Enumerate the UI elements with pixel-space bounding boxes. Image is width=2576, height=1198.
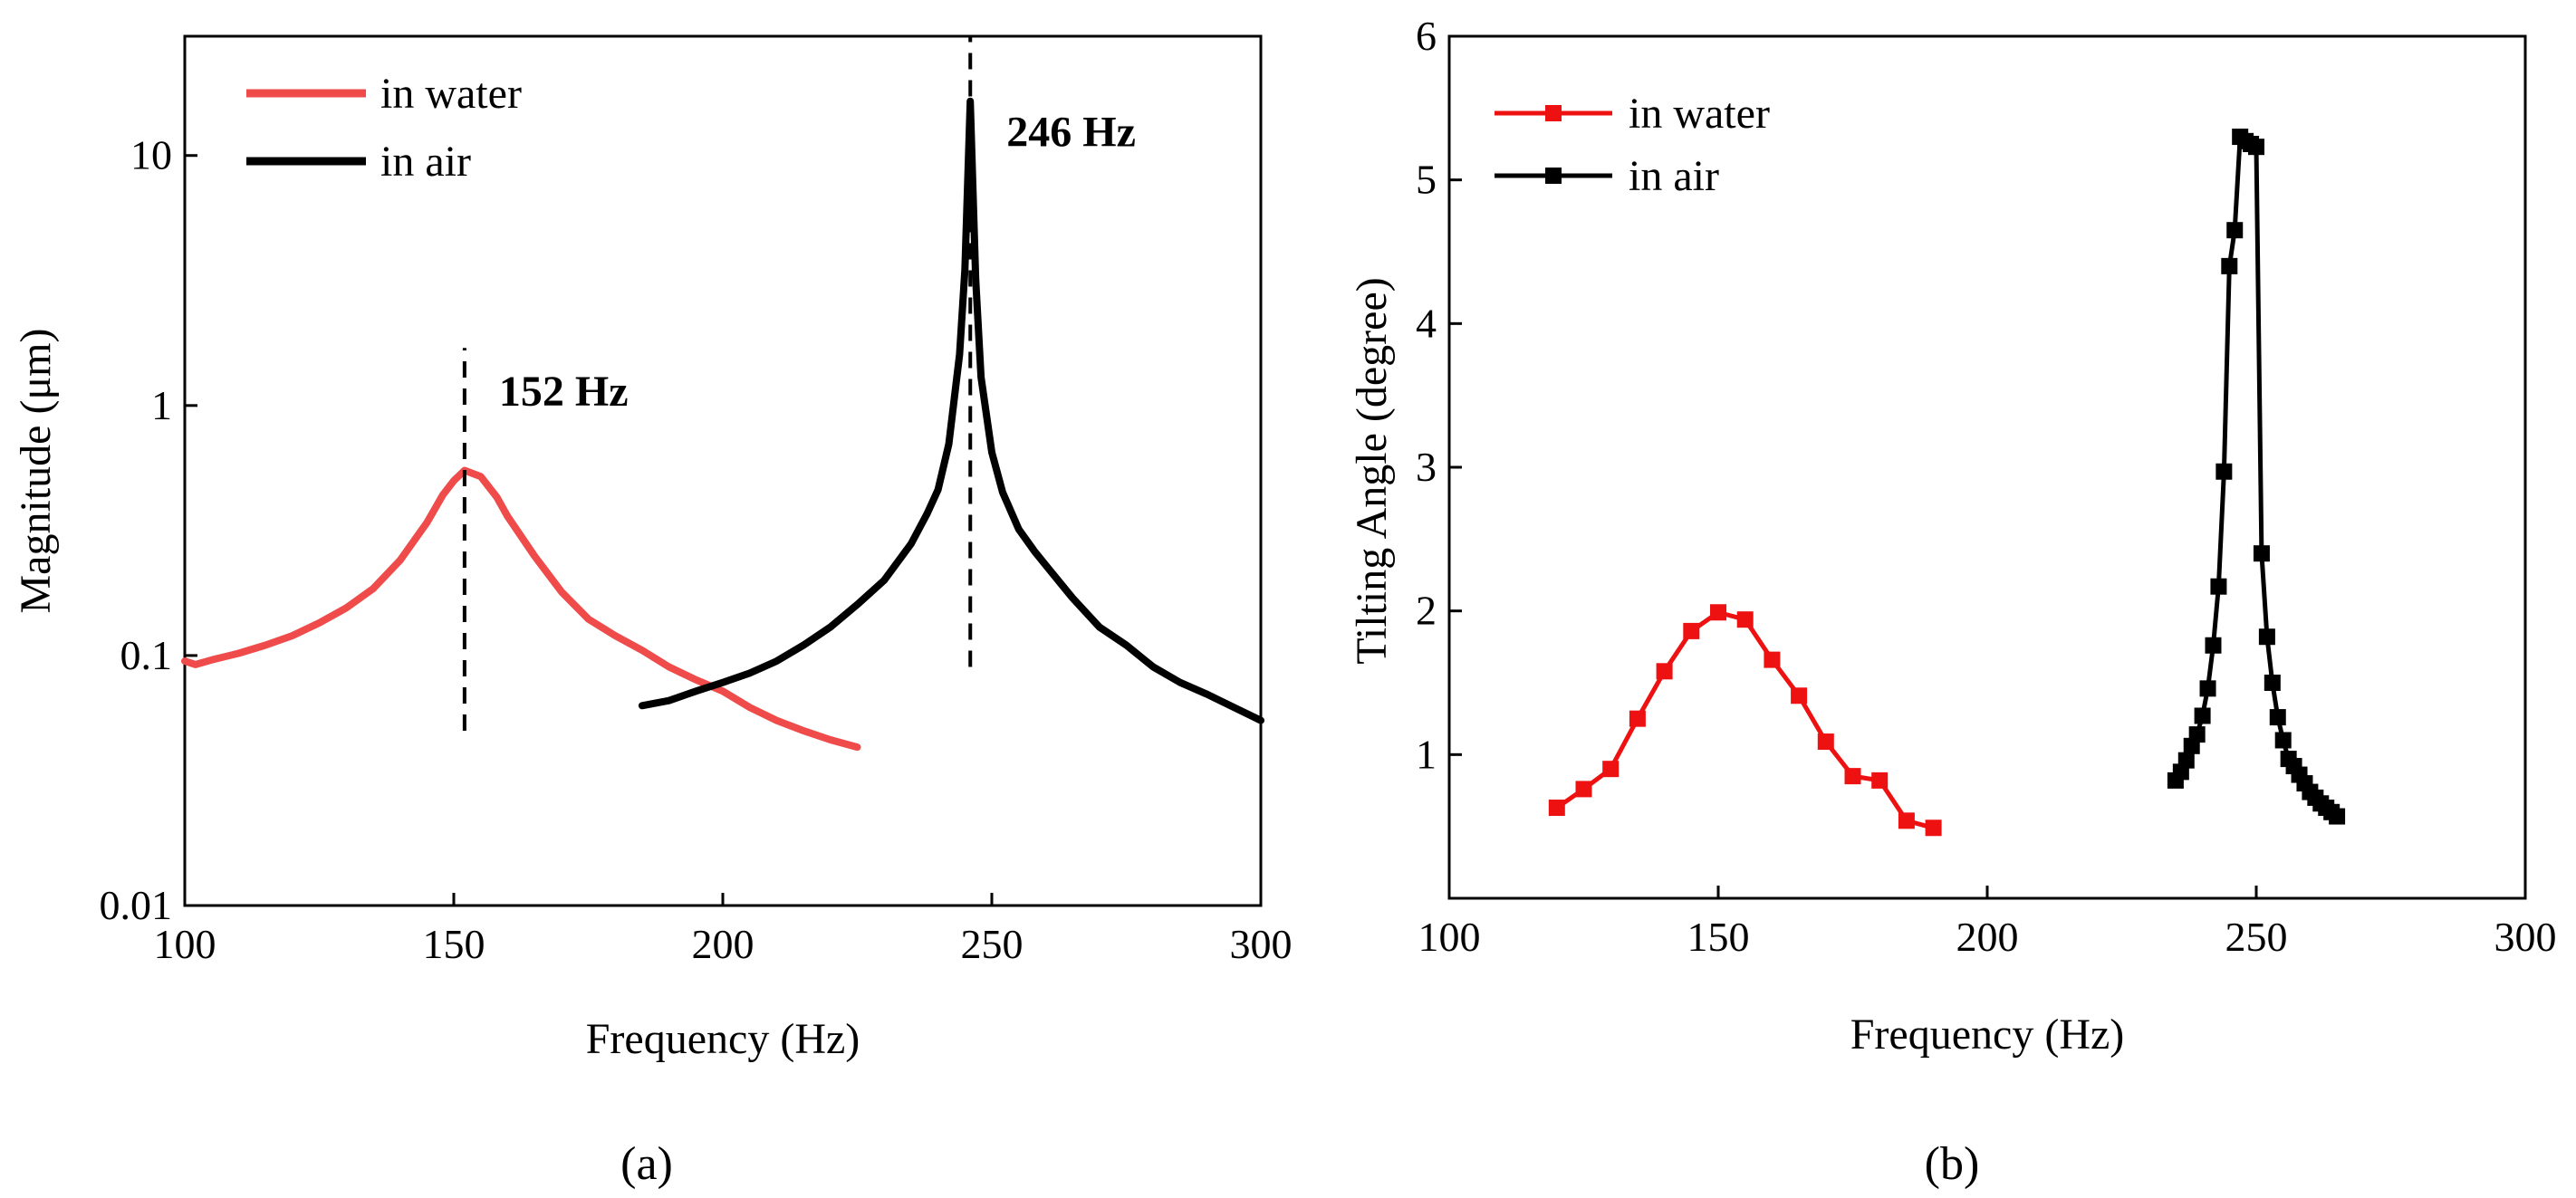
- data-point-b-1-20: [2274, 732, 2292, 749]
- data-point-b-1-8: [2210, 578, 2227, 595]
- legend-label-air-b: in air: [1629, 152, 1719, 200]
- axes-a: 100 150 200 250 300 0.01 0.1 1 10: [100, 132, 1293, 967]
- data-point-b-0-12: [1871, 772, 1889, 789]
- data-point-b-0-7: [1736, 611, 1754, 628]
- annotation-label-1: 246 Hz: [1006, 109, 1136, 157]
- data-point-b-0-14: [1925, 819, 1942, 837]
- series-line-a-0: [181, 466, 861, 752]
- data-point-b-0-13: [1898, 812, 1915, 829]
- y-tick-label-b-1: 2: [1416, 588, 1437, 634]
- x-tick-label-b-0: 100: [1418, 914, 1481, 960]
- x-tick-label-a-2: 200: [692, 921, 755, 967]
- data-point-b-1-2: [2177, 752, 2195, 769]
- series-line-a-1: [638, 97, 1264, 724]
- y-tick-label-b-0: 1: [1416, 731, 1437, 777]
- annotation-label-0: 152 Hz: [499, 368, 629, 416]
- x-tick-label-b-3: 250: [2225, 914, 2288, 960]
- data-point-b-0-4: [1656, 663, 1673, 680]
- data-point-b-0-11: [1844, 768, 1861, 785]
- y-tick-label-a-2: 1: [151, 382, 172, 428]
- data-point-b-1-9: [2216, 463, 2233, 480]
- panel-label-a: (a): [620, 1138, 673, 1190]
- data-point-b-0-8: [1764, 651, 1781, 668]
- legend-label-water-a: in water: [380, 70, 522, 118]
- x-tick-label-a-1: 150: [423, 921, 485, 967]
- data-point-b-0-3: [1629, 710, 1646, 727]
- y-tick-label-a-0: 0.01: [100, 882, 173, 928]
- y-axis-title-b: Tilting Angle (degree): [1348, 277, 1396, 665]
- series-line-b-0: [1554, 609, 1937, 830]
- y-axis-title-a: Magnitude (μm): [12, 329, 60, 614]
- data-point-b-1-11: [2226, 222, 2244, 239]
- data-point-b-1-6: [2199, 680, 2216, 697]
- axes-b: 100 150 200 250 300 1 2 3 4 5 6: [1416, 13, 2557, 960]
- data-point-b-1-19: [2269, 709, 2286, 726]
- data-point-b-0-9: [1791, 687, 1808, 704]
- data-point-b-1-15: [2248, 139, 2264, 156]
- legend-b: in water in air: [1495, 90, 1770, 200]
- y-tick-label-b-5: 6: [1416, 13, 1437, 59]
- x-axis-title-a: Frequency (Hz): [586, 1015, 860, 1063]
- y-tick-label-a-3: 10: [130, 132, 172, 178]
- data-point-b-0-1: [1575, 781, 1592, 798]
- data-point-b-0-2: [1602, 761, 1620, 778]
- y-tick-label-b-4: 5: [1416, 157, 1437, 203]
- x-tick-label-a-3: 250: [961, 921, 1024, 967]
- series-group-b: [1548, 129, 2346, 837]
- legend-marker-air-b: [1545, 168, 1562, 184]
- x-axis-title-b: Frequency (Hz): [1850, 1011, 2125, 1059]
- data-point-b-0-6: [1710, 604, 1726, 621]
- x-tick-label-b-1: 150: [1687, 914, 1750, 960]
- legend-a: in water in air: [246, 70, 522, 186]
- data-point-b-1-30: [2329, 808, 2346, 825]
- x-tick-label-b-2: 200: [1956, 914, 2019, 960]
- data-point-b-1-7: [2205, 637, 2222, 654]
- data-point-b-1-18: [2264, 675, 2281, 691]
- x-tick-label-b-4: 300: [2494, 914, 2557, 960]
- panel-label-b: (b): [1925, 1138, 1980, 1190]
- data-point-b-1-16: [2253, 545, 2270, 562]
- legend-label-water-b: in water: [1629, 90, 1770, 138]
- annotations-a: 152 Hz 246 Hz: [462, 36, 1136, 732]
- plot-frame-a: [183, 34, 1263, 907]
- legend-marker-water-b: [1545, 105, 1562, 121]
- data-point-b-1-5: [2194, 707, 2211, 724]
- data-point-b-0-0: [1548, 800, 1565, 817]
- y-tick-label-a-1: 0.1: [120, 632, 173, 678]
- data-point-b-1-10: [2221, 257, 2238, 274]
- x-tick-label-a-0: 100: [154, 921, 216, 967]
- data-point-b-1-4: [2188, 726, 2206, 743]
- chart-panel-a: 100 150 200 250 300 0.01 0.1 1 10 152 Hz 246 Hz i…: [12, 34, 1293, 1190]
- data-point-b-0-5: [1683, 622, 1700, 639]
- legend-label-air-a: in air: [380, 138, 471, 186]
- data-point-b-1-17: [2258, 628, 2275, 646]
- series-group-a: [181, 97, 1264, 752]
- x-tick-label-a-4: 300: [1230, 921, 1293, 967]
- y-tick-label-b-3: 4: [1416, 300, 1437, 346]
- chart-panel-b: 100 150 200 250 300 1 2 3 4 5 6 in water in air Fr…: [1348, 13, 2557, 1190]
- y-tick-label-b-2: 3: [1416, 444, 1437, 490]
- data-point-b-0-10: [1817, 733, 1834, 751]
